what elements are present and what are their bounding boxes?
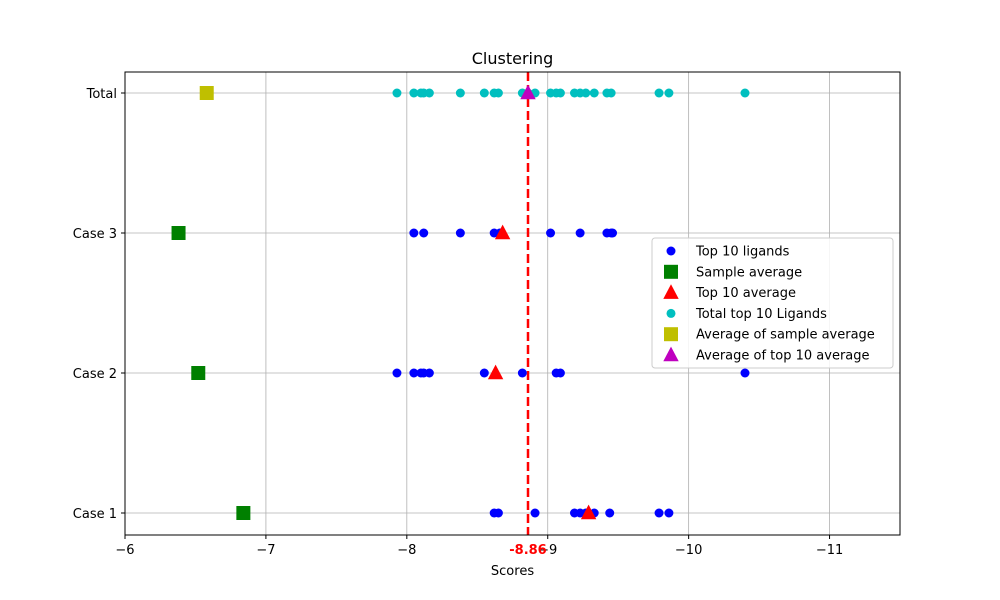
plot-area-frame xyxy=(124,71,901,536)
legend-label-total-top-10-ligands: Total top 10 Ligands xyxy=(695,307,827,322)
point-total-top-10-ligands xyxy=(493,88,503,98)
point-top-10-ligands xyxy=(419,228,429,238)
x-tick-label: −10 xyxy=(675,543,702,558)
point-top-10-ligands xyxy=(608,228,618,238)
point-top-10-ligands xyxy=(517,368,527,378)
chart-title: Clustering xyxy=(472,49,554,68)
point-total-top-10-ligands xyxy=(581,88,591,98)
point-top-10-average xyxy=(494,224,511,240)
point-sample-average xyxy=(191,366,206,380)
point-sample-average xyxy=(236,506,251,520)
x-tick-label: −6 xyxy=(115,543,134,558)
point-top-10-average xyxy=(580,504,597,520)
point-top-10-average xyxy=(487,364,504,380)
point-sample-average xyxy=(171,226,186,240)
legend-label-sample-average: Sample average xyxy=(696,265,802,280)
point-top-10-ligands xyxy=(555,368,565,378)
point-top-10-ligands xyxy=(546,228,556,238)
x-tick-label: −7 xyxy=(256,543,275,558)
x-tick-label: −8 xyxy=(397,543,416,558)
legend-marker-top-10-ligands xyxy=(666,246,676,256)
legend: Top 10 ligands Sample average Top 10 avera… xyxy=(651,237,894,369)
point-total-top-10-ligands xyxy=(740,88,750,98)
legend-label-average-of-top-10-average: Average of top 10 average xyxy=(696,349,870,364)
y-tick-label: Case 3 xyxy=(73,227,117,242)
point-total-top-10-ligands xyxy=(479,88,489,98)
point-total-top-10-ligands xyxy=(392,88,402,98)
legend-marker-average-of-sample-average xyxy=(664,327,678,342)
point-top-10-ligands xyxy=(740,368,750,378)
data-marks xyxy=(171,84,750,520)
point-top-10-ligands xyxy=(493,508,503,518)
x-axis-ticks: −6 −7 −8 −9 −10 −11 -8.86 xyxy=(115,535,843,558)
y-axis-ticks: Case 1 Case 2 Case 3 Total xyxy=(73,87,125,522)
point-top-10-ligands xyxy=(664,508,674,518)
legend-label-average-of-sample-average: Average of sample average xyxy=(696,328,875,343)
y-tick-label: Case 2 xyxy=(73,367,117,382)
point-total-top-10-ligands xyxy=(555,88,565,98)
point-total-top-10-ligands xyxy=(654,88,664,98)
legend-box xyxy=(651,237,894,369)
legend-label-top-10-ligands: Top 10 ligands xyxy=(695,245,790,260)
point-top-10-ligands xyxy=(654,508,664,518)
x-tick-label: −11 xyxy=(816,543,843,558)
point-total-top-10-ligands xyxy=(606,88,616,98)
point-top-10-ligands xyxy=(455,228,465,238)
x-axis-label: Scores xyxy=(491,564,534,579)
y-tick-label: Total xyxy=(86,87,117,102)
legend-marker-total-top-10-ligands xyxy=(666,308,676,318)
x-tick-label: −9 xyxy=(538,543,557,558)
point-top-10-ligands xyxy=(605,508,615,518)
point-top-10-ligands xyxy=(409,228,419,238)
point-total-top-10-ligands xyxy=(664,88,674,98)
point-total-top-10-ligands xyxy=(424,88,434,98)
y-tick-label: Case 1 xyxy=(73,507,117,522)
point-average-of-top-10-average xyxy=(520,84,536,100)
point-top-10-ligands xyxy=(530,508,540,518)
point-top-10-ligands xyxy=(409,368,419,378)
legend-marker-top-10-average xyxy=(663,284,679,299)
point-top-10-ligands xyxy=(392,368,402,378)
legend-marker-sample-average xyxy=(664,264,678,279)
point-top-10-ligands xyxy=(575,228,585,238)
point-top-10-ligands xyxy=(479,368,489,378)
point-top-10-ligands xyxy=(424,368,434,378)
legend-marker-average-of-top-10-average xyxy=(663,346,679,362)
reference-line-label: -8.86 xyxy=(509,543,546,558)
legend-label-top-10-average: Top 10 average xyxy=(695,286,796,301)
point-total-top-10-ligands xyxy=(589,88,599,98)
point-average-of-sample-average xyxy=(199,86,214,100)
point-total-top-10-ligands xyxy=(409,88,419,98)
point-total-top-10-ligands xyxy=(455,88,465,98)
